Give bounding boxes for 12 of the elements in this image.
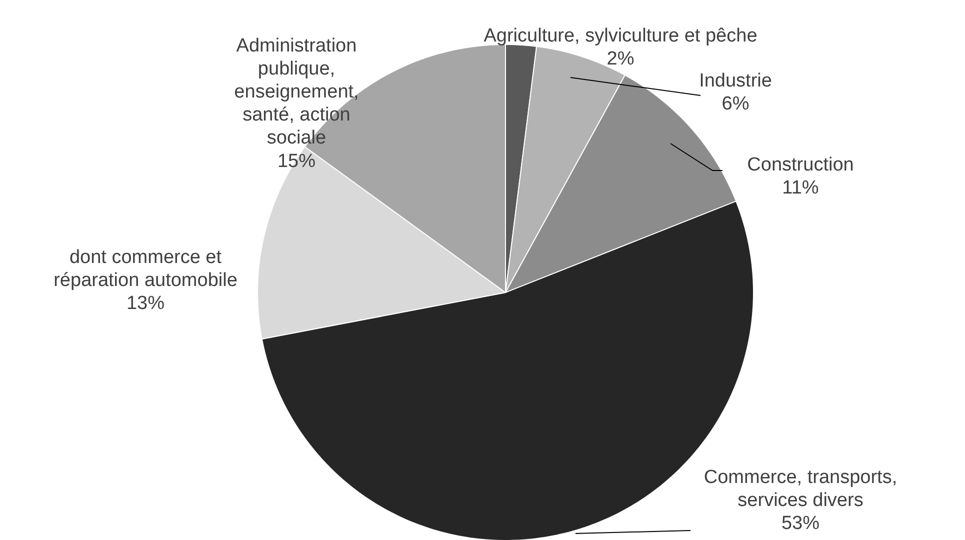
- slice-label: Industrie: [699, 70, 772, 92]
- slice-label: Administration publique, enseignement, santé, action sociale: [234, 35, 359, 149]
- slice-label: Construction: [747, 154, 854, 176]
- data-label: 13%: [126, 293, 165, 314]
- slice-label: dont commerce et réparation automobile: [54, 246, 238, 291]
- data-label: 15%: [277, 150, 316, 172]
- slice-label: Agriculture, sylviculture et pêche: [484, 25, 758, 46]
- slice-label: Commerce, transports, services divers: [704, 466, 898, 511]
- data-label: 6%: [722, 94, 750, 115]
- data-label: 53%: [781, 513, 820, 534]
- data-label: 2%: [606, 48, 634, 70]
- data-label: 11%: [782, 178, 819, 199]
